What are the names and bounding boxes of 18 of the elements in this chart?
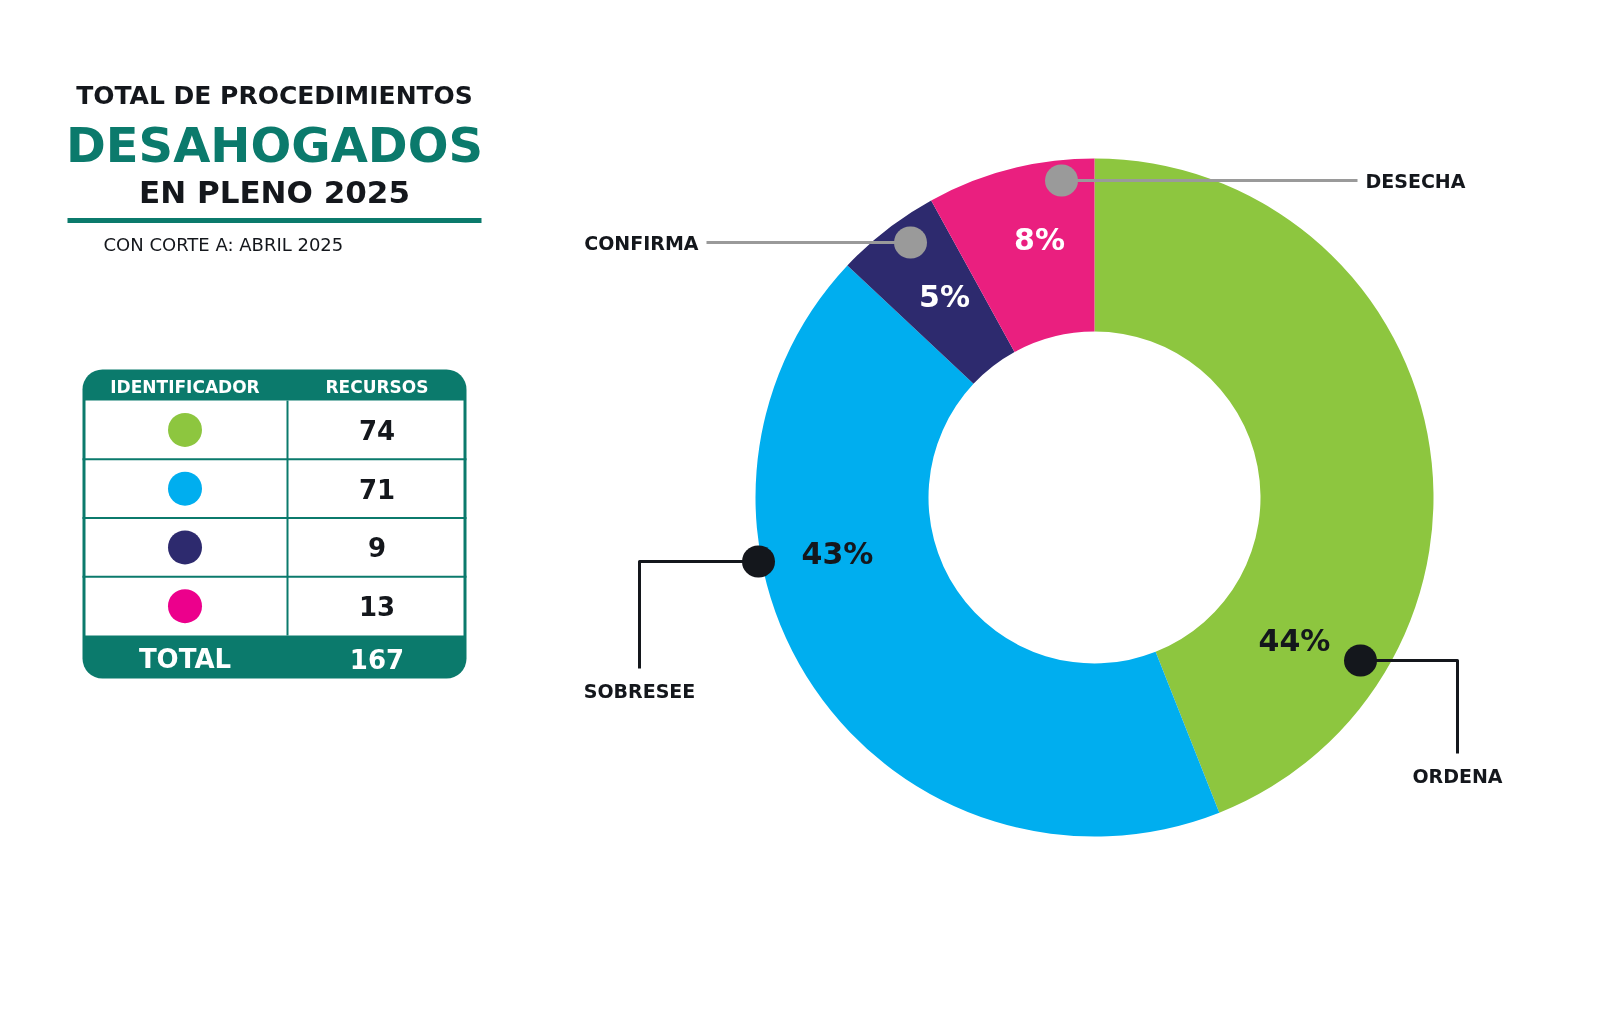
slice-label: DESECHA	[1365, 169, 1466, 192]
data-label: 13	[358, 592, 396, 623]
text: RECURSOS	[325, 376, 429, 397]
slice-label: SOBRESEE	[583, 679, 696, 702]
data-label: 5%	[919, 279, 970, 314]
text: 167	[349, 644, 405, 675]
data-label: 71	[358, 474, 396, 505]
data-label: 8%	[1014, 222, 1065, 257]
text: TOTAL DE PROCEDIMIENTOS DESAHOGADOS EN PLENO 2025	[65, 81, 484, 210]
slice-label: CONFIRMA	[584, 231, 699, 254]
text: CON CORTE A: ABRIL 2025	[103, 234, 344, 255]
slice-label: ORDENA	[1412, 764, 1503, 787]
data-label: 74	[358, 415, 396, 446]
text: IDENTIFICADOR	[110, 376, 260, 397]
data-label: 44%	[1258, 623, 1331, 658]
text: TOTAL	[138, 643, 232, 674]
data-label: 9	[367, 533, 387, 564]
data-label: 43%	[801, 536, 874, 571]
